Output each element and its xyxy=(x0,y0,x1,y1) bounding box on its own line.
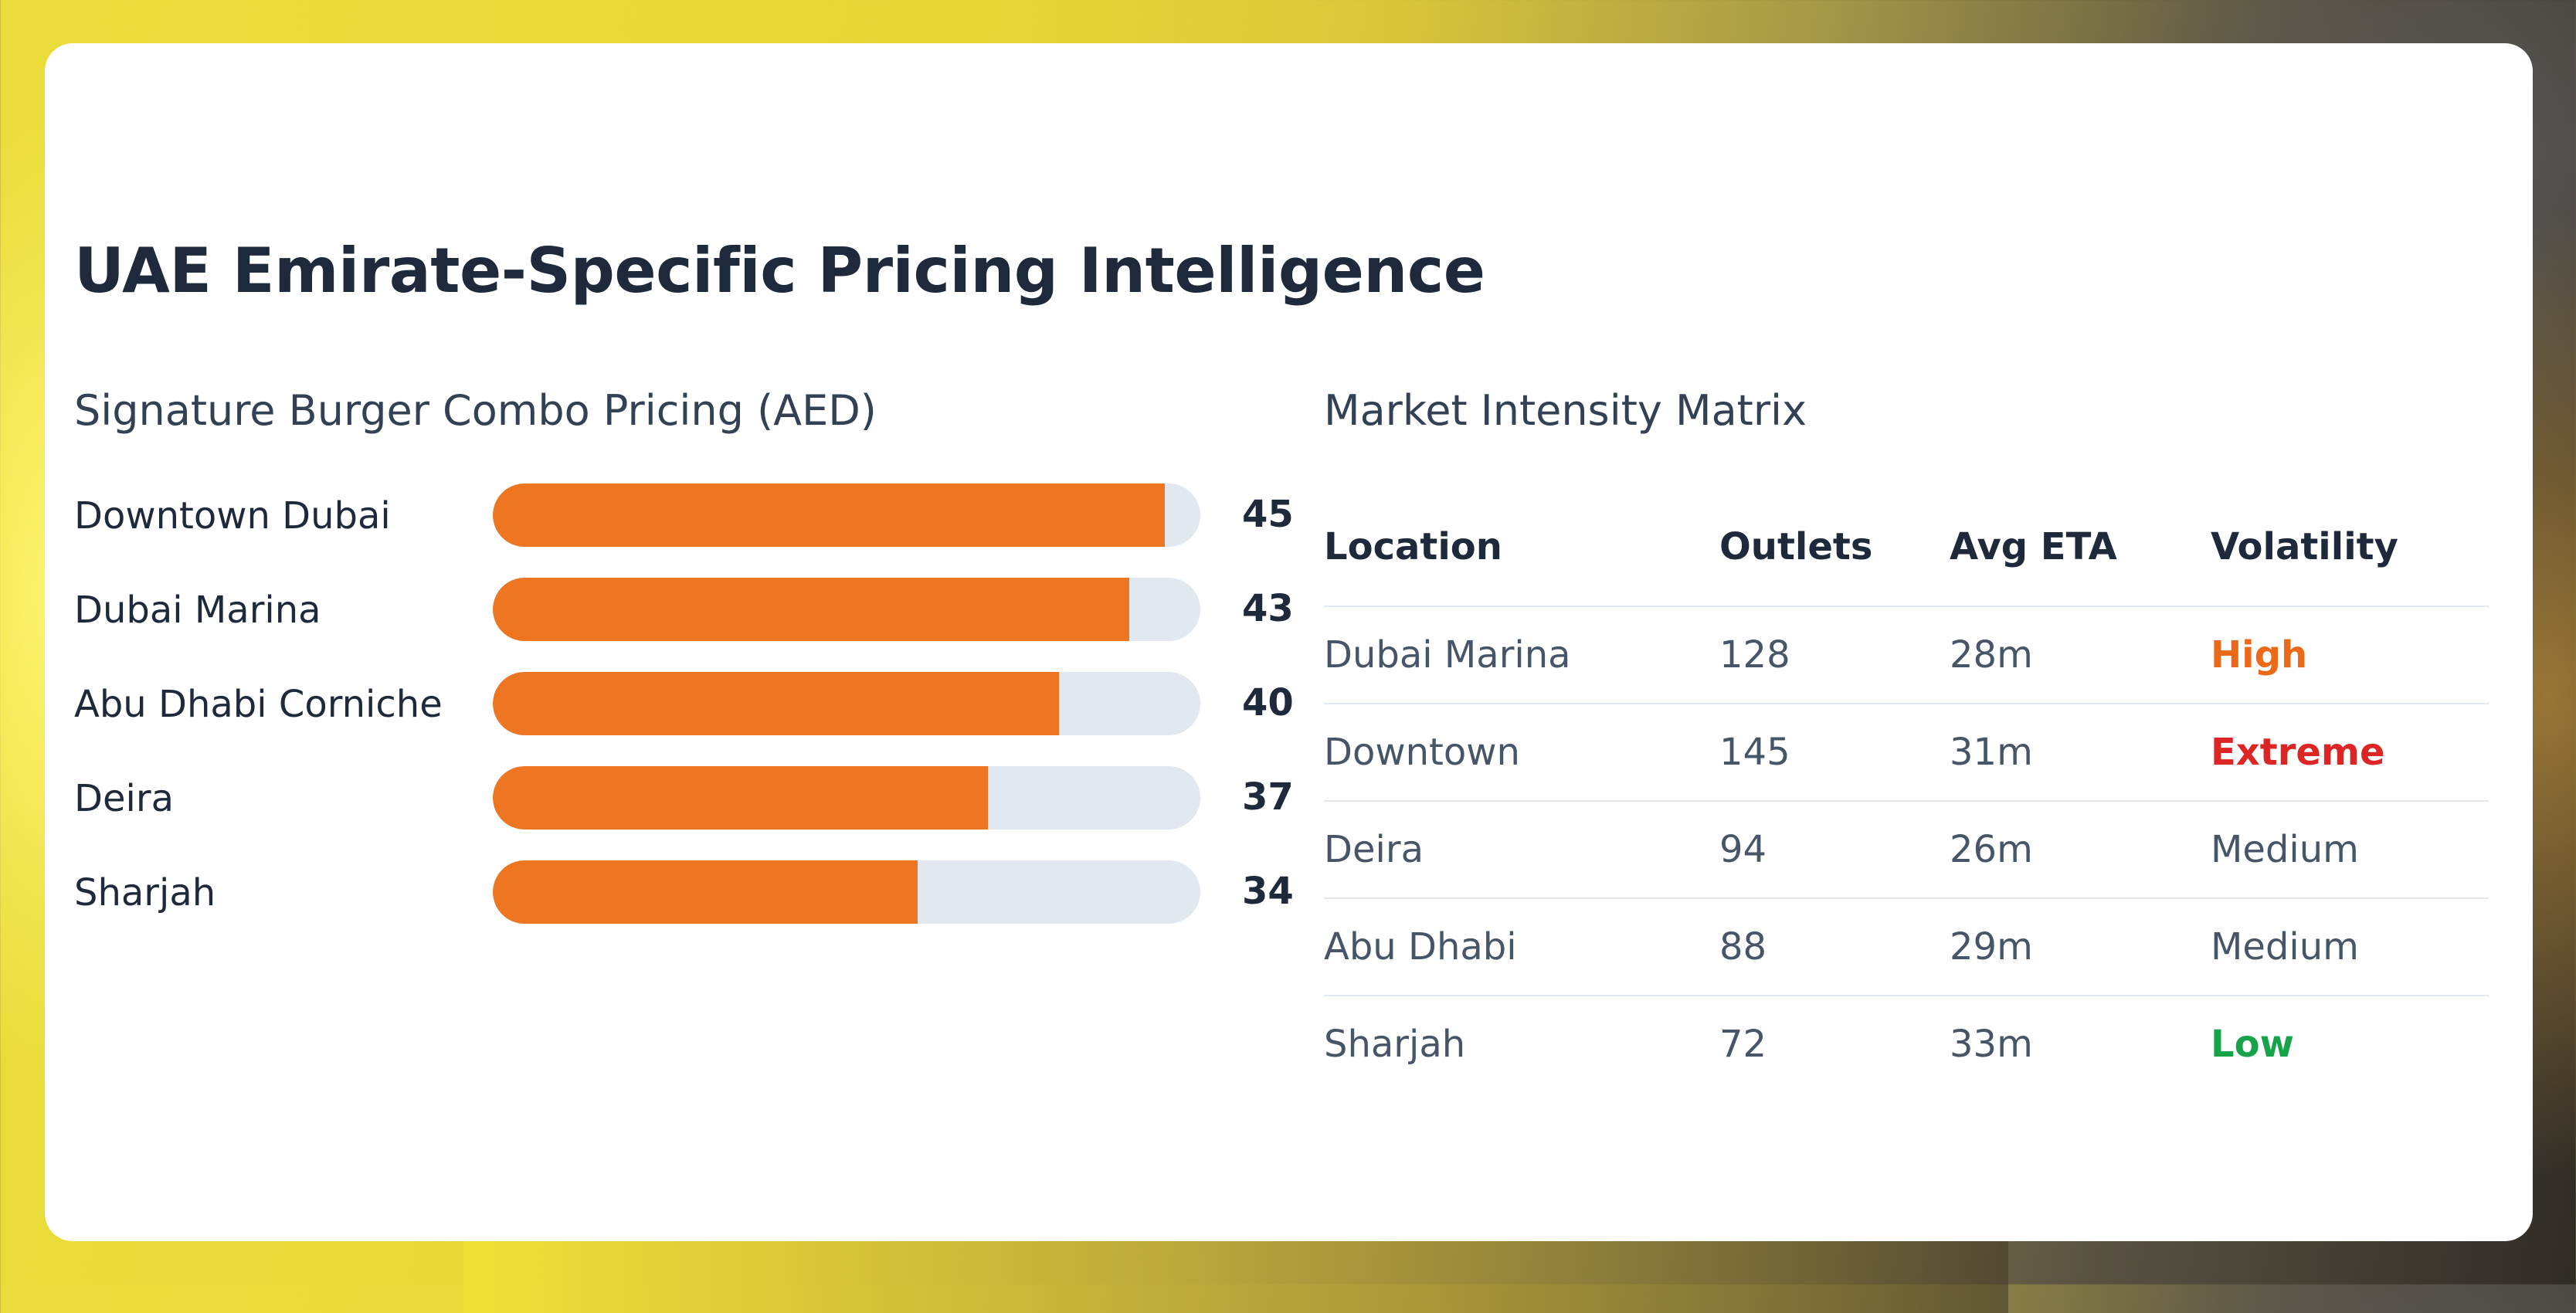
outlets-cell: 72 xyxy=(1719,1023,1767,1066)
price-bar-track xyxy=(493,860,1200,924)
column-header-location: Location xyxy=(1324,525,1502,568)
price-bar-value: 37 xyxy=(1242,775,1294,819)
price-bar-row: Downtown Dubai 45 xyxy=(74,483,1310,547)
price-bar-row: Dubai Marina 43 xyxy=(74,578,1310,641)
price-bar-label: Sharjah xyxy=(74,871,216,914)
price-bar-row: Abu Dhabi Corniche 40 xyxy=(74,672,1310,735)
outlets-cell: 94 xyxy=(1719,828,1767,871)
pricing-card: UAE Emirate-Specific Pricing Intelligenc… xyxy=(45,43,2533,1241)
outlets-cell: 88 xyxy=(1719,925,1767,969)
page-title: UAE Emirate-Specific Pricing Intelligenc… xyxy=(74,235,1485,307)
price-bar-track xyxy=(493,483,1200,547)
price-bar-label: Abu Dhabi Corniche xyxy=(74,683,443,726)
location-cell: Deira xyxy=(1324,828,1424,871)
price-bar-value: 43 xyxy=(1242,587,1294,630)
outlets-cell: 145 xyxy=(1719,731,1790,774)
price-bar-row: Deira 37 xyxy=(74,766,1310,830)
table-header-row: Location Outlets Avg ETA Volatility xyxy=(1324,507,2489,606)
price-bar-label: Deira xyxy=(74,777,174,820)
volatility-cell: High xyxy=(2211,633,2308,677)
price-bar-fill xyxy=(493,483,1166,547)
volatility-cell: Extreme xyxy=(2211,731,2385,774)
pricing-heading: Signature Burger Combo Pricing (AED) xyxy=(74,386,877,435)
location-cell: Downtown xyxy=(1324,731,1520,774)
price-bar-value: 34 xyxy=(1242,870,1294,913)
matrix-heading: Market Intensity Matrix xyxy=(1324,386,1807,435)
price-bar-fill xyxy=(493,766,989,830)
market-intensity-table: Location Outlets Avg ETA Volatility Duba… xyxy=(1324,507,2489,1092)
column-header-volatility: Volatility xyxy=(2211,525,2398,568)
price-bar-track xyxy=(493,672,1200,735)
volatility-cell: Medium xyxy=(2211,828,2359,871)
eta-cell: 28m xyxy=(1950,633,2033,677)
eta-cell: 31m xyxy=(1950,731,2033,774)
eta-cell: 26m xyxy=(1950,828,2033,871)
column-header-outlets: Outlets xyxy=(1719,525,1873,568)
price-bar-value: 45 xyxy=(1242,493,1294,536)
price-bar-track xyxy=(493,578,1200,641)
price-bar-row: Sharjah 34 xyxy=(74,860,1310,924)
table-row: Downtown 145 31m Extreme xyxy=(1324,703,2489,800)
table-row: Deira 94 26m Medium xyxy=(1324,800,2489,897)
table-row: Abu Dhabi 88 29m Medium xyxy=(1324,897,2489,995)
price-bar-track xyxy=(493,766,1200,830)
table-row: Dubai Marina 128 28m High xyxy=(1324,606,2489,703)
location-cell: Sharjah xyxy=(1324,1023,1466,1066)
eta-cell: 33m xyxy=(1950,1023,2033,1066)
price-bar-fill xyxy=(493,672,1059,735)
price-bar-fill xyxy=(493,860,918,924)
price-bar-fill xyxy=(493,578,1130,641)
eta-cell: 29m xyxy=(1950,925,2033,969)
location-cell: Dubai Marina xyxy=(1324,633,1571,677)
price-bar-label: Dubai Marina xyxy=(74,589,321,632)
location-cell: Abu Dhabi xyxy=(1324,925,1517,969)
price-bar-label: Downtown Dubai xyxy=(74,494,391,538)
volatility-cell: Medium xyxy=(2211,925,2359,969)
column-header-avg-eta: Avg ETA xyxy=(1950,525,2117,568)
outlets-cell: 128 xyxy=(1719,633,1790,677)
volatility-cell: Low xyxy=(2211,1023,2294,1066)
table-row: Sharjah 72 33m Low xyxy=(1324,995,2489,1092)
price-bar-value: 40 xyxy=(1242,681,1294,724)
